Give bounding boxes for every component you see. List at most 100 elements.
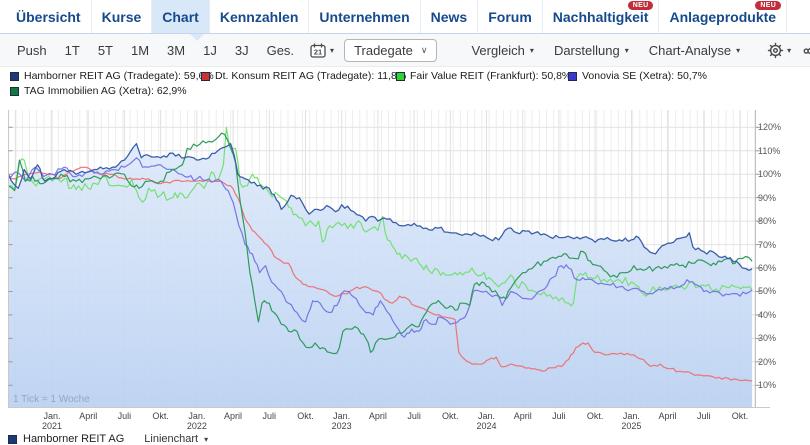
tab-label: Anlageprodukte	[669, 8, 777, 25]
y-tick-label: 90%	[758, 192, 777, 203]
x-tick-year: 2021	[41, 421, 63, 431]
legend-swatch	[568, 71, 577, 81]
y-tick-label: 50%	[758, 286, 777, 297]
y-tick-label: 20%	[758, 356, 777, 367]
share-nodes-button[interactable]: ▾	[802, 42, 810, 59]
x-tick-year: 2025	[621, 421, 642, 431]
menu-label: Chart-Analyse	[648, 42, 732, 58]
share-nodes-icon	[803, 47, 810, 54]
gear-button[interactable]: ▾	[767, 42, 791, 59]
x-tick-month: April	[368, 411, 387, 421]
chevron-down-icon: ▾	[529, 45, 534, 55]
range-button-3m[interactable]: 3M	[167, 42, 186, 58]
x-tick-month: Okt.	[152, 411, 169, 421]
legend-label: Hamborner REIT AG (Tradegate): 59,6%	[24, 70, 214, 82]
menu-chart-analyse[interactable]: Chart-Analyse ▾	[649, 43, 740, 58]
x-tick-month: Juli	[552, 411, 566, 421]
legend-item-tag-immobilien-ag-xetra[interactable]: TAG Immobilien AG (Xetra): 62,9%	[10, 85, 187, 97]
series-color-swatch	[8, 434, 17, 444]
x-tick-label: April	[211, 411, 255, 421]
legend-label: TAG Immobilien AG (Xetra): 62,9%	[24, 85, 187, 97]
tab-unternehmen[interactable]: Unternehmen	[309, 0, 421, 33]
range-button-1t[interactable]: 1T	[64, 42, 80, 58]
chevron-down-icon: ▾	[204, 434, 209, 444]
menu-label: Darstellung	[553, 42, 620, 58]
x-tick-month: April	[79, 411, 98, 421]
legend-swatch	[10, 71, 19, 81]
legend-item-fair-value-reit-frankfurt[interactable]: Fair Value REIT (Frankfurt): 50,8%	[396, 70, 571, 82]
tick-resolution-note: 1 Tick = 1 Woche	[13, 394, 90, 405]
x-tick-label: Jan. 2022	[175, 411, 219, 431]
exchange-select[interactable]: Tradegate ∨	[344, 38, 438, 62]
x-tick-month: Jan.	[622, 411, 640, 421]
x-tick-label: Jan. 2025	[609, 411, 653, 431]
calendar-button[interactable]: 21 ▾	[309, 42, 334, 59]
range-button-1m[interactable]: 1M	[130, 42, 150, 58]
tab-kurse[interactable]: Kurse	[92, 0, 153, 33]
chevron-down-icon: ▾	[624, 45, 629, 55]
x-tick-month: April	[513, 411, 532, 421]
legend-item-hamborner-reit-ag-tradegate[interactable]: Hamborner REIT AG (Tradegate): 59,6%	[10, 70, 214, 82]
range-buttons: 1T 5T 1M 3M 1J 3J Ges.	[56, 43, 303, 58]
legend-label: Fair Value REIT (Frankfurt): 50,8%	[410, 70, 572, 82]
y-tick-label: 100%	[758, 169, 782, 180]
x-tick-label: Okt.	[139, 411, 183, 421]
chart-toolbar: Push 1T 5T 1M 3M 1J 3J Ges. 21 ▾ Tradegate ∨ V…	[0, 34, 810, 67]
x-tick-label: April	[66, 411, 110, 421]
range-button-ges[interactable]: Ges.	[266, 42, 295, 58]
x-tick-month: Juli	[262, 411, 276, 421]
x-tick-year: 2024	[476, 421, 497, 431]
tab-label: Kennzahlen	[219, 8, 299, 25]
menu-darstellung[interactable]: Darstellung ▾	[554, 43, 629, 58]
tab-kennzahlen[interactable]: Kennzahlen	[210, 0, 310, 33]
series-settings-row[interactable]: Hamborner REIT AG Linienchart ▾	[8, 433, 208, 445]
gear-icon	[767, 42, 784, 58]
legend-label: Vonovia SE (Xetra): 50,7%	[582, 70, 707, 82]
tab-nachhaltigkeit[interactable]: Nachhaltigkeit NEU	[543, 0, 660, 33]
push-toggle[interactable]: Push	[17, 42, 47, 58]
toolbar-icons: ▾▾▾▾	[756, 42, 810, 59]
y-tick-label: 40%	[758, 309, 777, 320]
x-tick-label: Juli	[392, 411, 436, 421]
x-tick-label: Jan. 2024	[465, 411, 509, 431]
legend-item-vonovia-se-xetra[interactable]: Vonovia SE (Xetra): 50,7%	[568, 70, 707, 82]
range-button-5t[interactable]: 5T	[97, 42, 113, 58]
menu-label: Vergleich	[471, 42, 525, 58]
range-button-3j[interactable]: 3J	[234, 42, 249, 58]
x-tick-label: Juli	[247, 411, 291, 421]
x-tick-month: Okt.	[442, 411, 459, 421]
tab-label: Forum	[488, 8, 532, 25]
legend-item-dt-konsum-reit-ag-tradegate[interactable]: Dt. Konsum REIT AG (Tradegate): 11,8%	[201, 70, 406, 82]
y-tick-label: 120%	[758, 122, 782, 133]
legend-swatch	[201, 71, 210, 81]
x-tick-label: Juli	[682, 411, 726, 421]
x-tick-month: Jan.	[43, 411, 61, 421]
tab-bersicht[interactable]: Übersicht	[6, 0, 92, 33]
x-tick-label: April	[646, 411, 690, 421]
neu-badge: NEU	[627, 1, 654, 10]
x-tick-month: April	[224, 411, 243, 421]
legend-swatch	[10, 86, 19, 96]
x-tick-label: Juli	[537, 411, 581, 421]
tab-news[interactable]: News	[421, 0, 479, 33]
range-button-1j[interactable]: 1J	[203, 42, 217, 58]
x-tick-month: Jan.	[478, 411, 496, 421]
x-tick-year: 2023	[331, 421, 352, 431]
tab-label: Chart	[162, 8, 199, 25]
chart-type-select[interactable]: Linienchart	[144, 433, 199, 445]
tab-chart[interactable]: Chart	[152, 0, 210, 33]
chevron-down-icon: ▾	[787, 45, 792, 55]
tab-anlageprodukte[interactable]: Anlageprodukte NEU	[659, 0, 788, 33]
chevron-down-icon: ∨	[420, 44, 428, 55]
x-tick-month: Juli	[407, 411, 421, 421]
x-tick-month: Juli	[117, 411, 132, 421]
tab-label: News	[430, 8, 468, 25]
menu-vergleich[interactable]: Vergleich ▾	[471, 43, 534, 58]
y-tick-label: 110%	[758, 145, 781, 156]
x-tick-month: Okt.	[297, 411, 314, 421]
tab-forum[interactable]: Forum	[478, 0, 543, 33]
chart-area	[7, 110, 770, 408]
price-chart[interactable]	[7, 110, 770, 408]
x-tick-label: Jan. 2023	[320, 411, 364, 431]
